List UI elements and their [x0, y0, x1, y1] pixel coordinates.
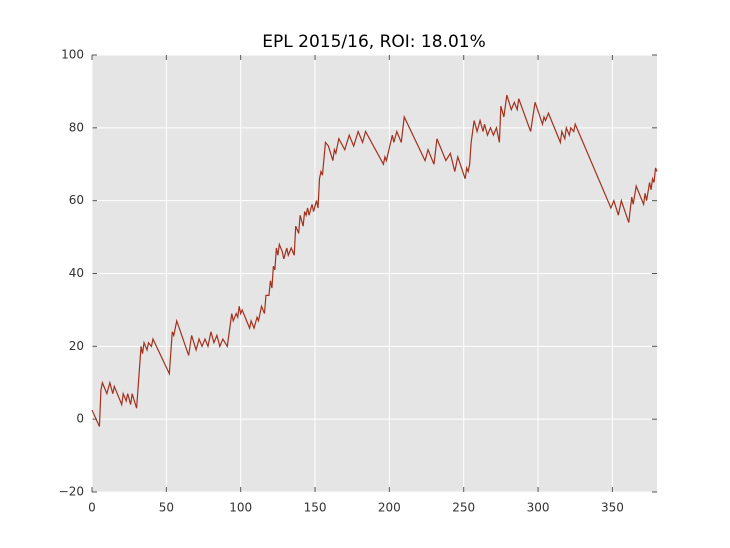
y-tick-label: −20	[59, 485, 84, 499]
x-tick-label: 350	[601, 501, 624, 515]
y-tick-label: 60	[69, 193, 84, 207]
x-tick-label: 300	[527, 501, 550, 515]
x-tick-label: 150	[304, 501, 327, 515]
x-tick-label: 0	[88, 501, 96, 515]
x-tick-label: 50	[159, 501, 174, 515]
y-tick-label: 100	[61, 48, 84, 62]
y-tick-label: 40	[69, 266, 84, 280]
y-tick-label: 80	[69, 120, 84, 134]
x-tick-label: 200	[378, 501, 401, 515]
y-tick-label: 20	[69, 339, 84, 353]
y-tick-label: 0	[76, 412, 84, 426]
x-tick-label: 250	[452, 501, 475, 515]
data-line	[91, 94, 658, 427]
x-tick-label: 100	[229, 501, 252, 515]
chart-title: EPL 2015/16, ROI: 18.01%	[262, 32, 485, 52]
